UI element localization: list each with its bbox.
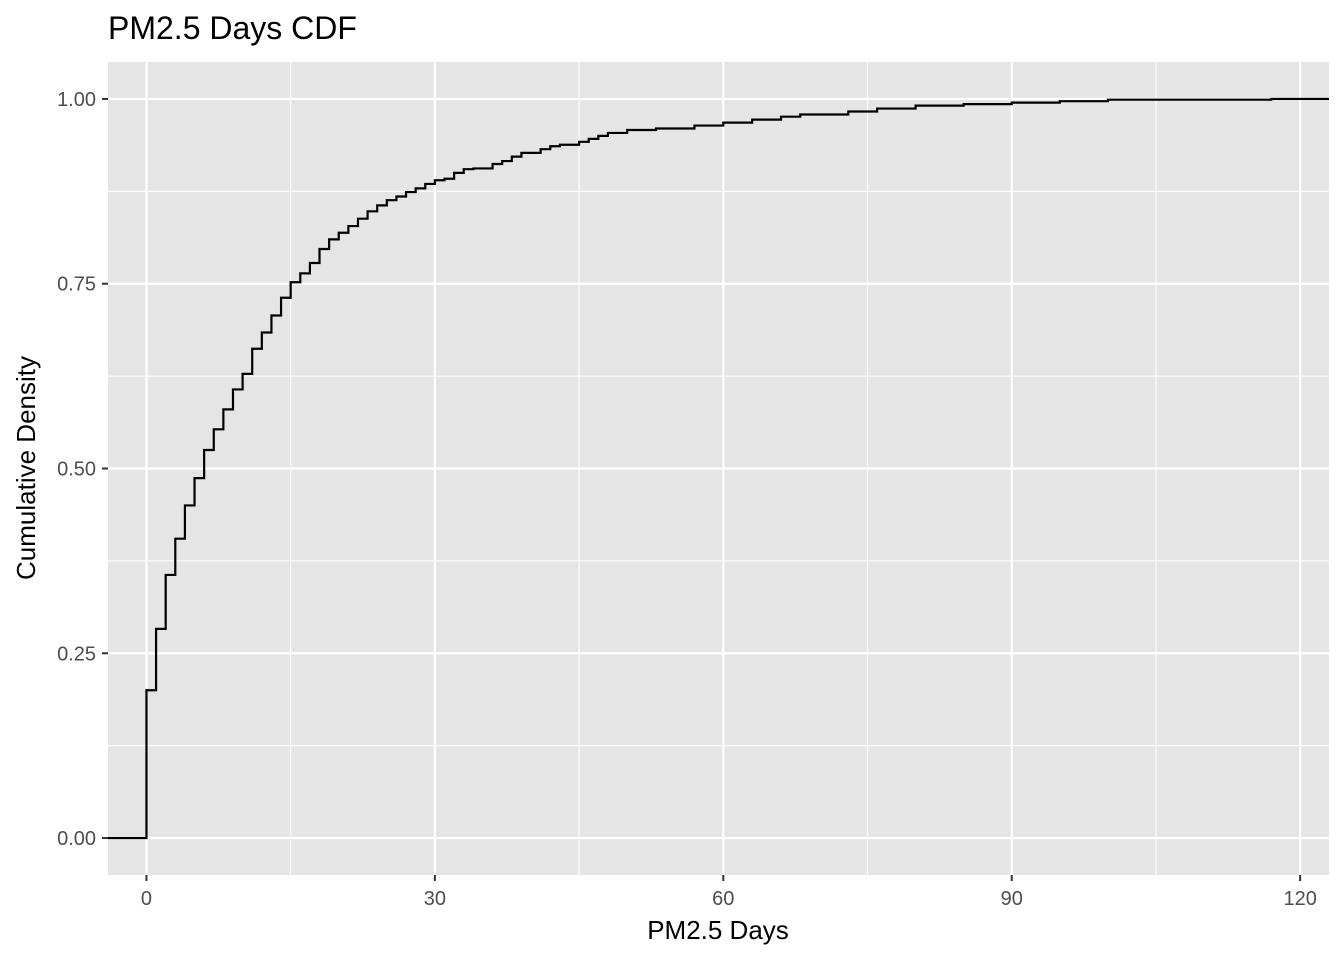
y-tick-label: 0.50 [57, 459, 96, 481]
ecdf-series-line [107, 97, 1329, 840]
axis-ticks [102, 97, 1302, 881]
x-tick-label: 120 [1283, 888, 1316, 910]
y-tick-label: 0.25 [57, 643, 96, 665]
chart-title: PM2.5 Days CDF [108, 10, 357, 46]
x-tick-label: 60 [712, 888, 734, 910]
y-axis-label: Cumulative Density [11, 356, 41, 580]
y-tick-label: 0.75 [57, 274, 96, 296]
x-tick-label: 30 [424, 888, 446, 910]
y-tick-label: 1.00 [57, 89, 96, 111]
x-axis-label: PM2.5 Days [647, 915, 789, 945]
tick-labels: 0 30 60 90 120 0.00 0.25 0.50 0.75 1.00 [57, 89, 1317, 910]
x-tick-label: 0 [141, 888, 152, 910]
y-tick-label: 0.00 [57, 828, 96, 850]
major-gridlines [108, 62, 1329, 875]
x-tick-label: 90 [1001, 888, 1023, 910]
